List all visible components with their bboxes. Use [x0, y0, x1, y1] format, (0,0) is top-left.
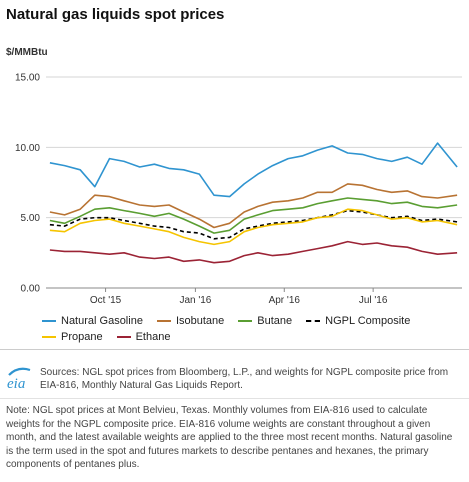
x-tick-label: Jul '16 — [359, 295, 388, 306]
legend-swatch — [116, 336, 131, 338]
legend-label: Natural Gasoline — [61, 315, 143, 327]
series-line-ngpl-composite — [49, 209, 458, 240]
legend-item[interactable]: Natural Gasoline — [42, 315, 143, 327]
logo-text: eia — [7, 376, 25, 392]
sources-text: Sources: NGL spot prices from Bloomberg,… — [40, 367, 449, 391]
legend-label: Propane — [61, 331, 103, 343]
legend-swatch — [42, 336, 56, 338]
series-line-ethane — [49, 240, 458, 264]
legend-swatch — [306, 320, 321, 322]
legend-row: Propane Ethane — [42, 329, 442, 345]
y-axis-unit-label: $/MMBtu — [6, 47, 48, 58]
x-tick-label: Apr '16 — [269, 295, 301, 306]
legend-swatch — [238, 320, 253, 322]
logo-arc — [8, 367, 31, 376]
notes-text: Note: NGL spot prices at Mont Belvieu, T… — [6, 405, 453, 470]
x-axis-ticks: Oct '15 Jan '16 Apr '16 Jul '16 — [90, 288, 388, 306]
series-lines — [49, 142, 458, 264]
legend-label: Ethane — [135, 331, 171, 343]
y-axis-ticks: 0.00 5.00 10.00 15.00 — [15, 73, 40, 295]
legend-swatch — [42, 320, 56, 322]
legend-item[interactable]: Ethane — [116, 331, 171, 343]
x-tick-label: Jan '16 — [179, 295, 211, 306]
line-chart: 0.00 5.00 10.00 15.00 Oct '15 Jan '16 Apr '16… — [15, 73, 462, 306]
legend-label: NGPL Composite — [325, 315, 411, 327]
series-line-butane — [49, 197, 458, 234]
chart-title: Natural gas liquids spot prices — [6, 6, 225, 23]
series-line-natural-gasoline — [49, 142, 458, 198]
x-tick-label: Oct '15 — [90, 295, 122, 306]
chart-legend: Natural Gasoline Isobutane Butane NGPL Comp… — [42, 313, 442, 345]
series-line-isobutane — [49, 183, 458, 229]
legend-label: Butane — [257, 315, 293, 327]
legend-swatch — [156, 320, 171, 322]
legend-label: Isobutane — [175, 315, 225, 327]
divider — [0, 398, 469, 399]
legend-row: Natural Gasoline Isobutane Butane NGPL Comp… — [42, 313, 442, 329]
legend-item[interactable]: Butane — [238, 315, 292, 327]
y-tick-label: 15.00 — [15, 73, 40, 84]
y-tick-label: 10.00 — [15, 143, 40, 154]
legend-item[interactable]: Propane — [42, 331, 103, 343]
y-tick-label: 0.00 — [21, 284, 41, 295]
gridlines — [46, 76, 462, 289]
y-tick-label: 5.00 — [21, 213, 41, 224]
legend-item[interactable]: Isobutane — [156, 315, 225, 327]
divider — [0, 349, 469, 350]
series-line-propane — [49, 208, 458, 246]
eia-logo: eia — [7, 367, 31, 392]
legend-item[interactable]: NGPL Composite — [306, 315, 410, 327]
